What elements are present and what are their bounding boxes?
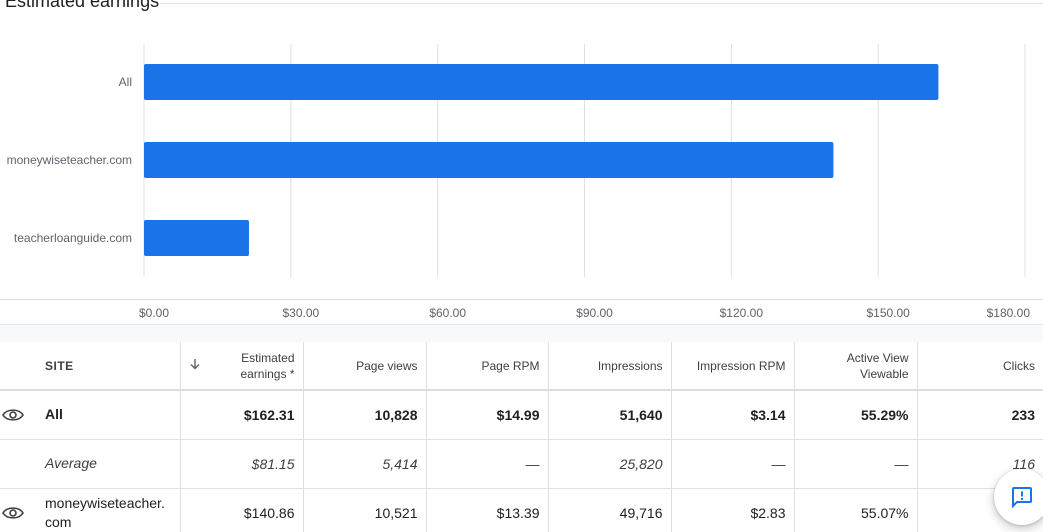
page-rpm-cell: $14.99	[426, 390, 549, 440]
feedback-button[interactable]	[994, 469, 1043, 525]
header-estimated-earnings[interactable]: Estimated earnings *	[210, 342, 304, 391]
bar[interactable]	[144, 64, 939, 100]
impressions-cell: 49,716	[548, 488, 672, 532]
table-row: All $162.31 10,828 $14.99 51,640 $3.14 5…	[0, 390, 1043, 440]
site-cell: moneywiseteacher.com	[0, 488, 180, 532]
header-page-views[interactable]: Page views	[303, 342, 427, 391]
category-label: teacherloanguide.com	[14, 231, 132, 245]
x-tick-label: $150.00	[866, 306, 910, 320]
eye-icon[interactable]	[2, 408, 24, 422]
page-views-cell: 10,521	[303, 488, 427, 532]
table-row: moneywiseteacher.com $140.86 10,521 $13.…	[0, 488, 1043, 532]
header-site[interactable]: SITE	[0, 342, 180, 391]
impression-rpm-cell: —	[671, 439, 795, 489]
page-rpm-cell: —	[426, 439, 549, 489]
spacer-cell	[179, 439, 210, 489]
header-page-rpm[interactable]: Page RPM	[426, 342, 549, 391]
x-tick-label: $60.00	[429, 306, 466, 320]
impression-rpm-cell: $3.14	[671, 390, 795, 440]
arrow-down-icon[interactable]	[189, 358, 201, 370]
x-tick-label: $30.00	[282, 306, 319, 320]
page-views-cell: 10,828	[303, 390, 427, 440]
clicks-cell: 233	[917, 390, 1043, 440]
header-impressions[interactable]: Impressions	[548, 342, 672, 391]
x-tick-label: $0.00	[139, 306, 169, 320]
card-title: Estimated earnings	[5, 0, 160, 11]
x-axis-band: $0.00 $30.00 $60.00 $90.00 $120.00 $150.00 $18…	[0, 299, 1043, 324]
header-active-view-viewable[interactable]: Active View Viewable	[794, 342, 918, 391]
spacer-cell	[179, 390, 210, 440]
report-table: SITE Estimated earnings * Page views Pag…	[0, 342, 1043, 532]
site-name: All	[45, 406, 63, 423]
spacer-cell	[179, 488, 210, 532]
page-rpm-cell: $13.39	[426, 488, 549, 532]
earnings-cell: $81.15	[210, 439, 304, 489]
table-row: Average $81.15 5,414 — 25,820 — — 116	[0, 439, 1043, 489]
x-tick-label: $180.00	[987, 306, 1031, 320]
site-cell: Average	[0, 439, 180, 489]
bar[interactable]	[144, 142, 834, 178]
x-axis: $0.00 $30.00 $60.00 $90.00 $120.00 $150.00 $18…	[139, 306, 1031, 320]
earnings-bar-chart: All moneywiseteacher.com teacherloanguide.…	[7, 44, 1026, 277]
feedback-icon[interactable]	[1010, 485, 1034, 509]
header-clicks[interactable]: Clicks	[917, 342, 1043, 391]
active-view-cell: —	[794, 439, 918, 489]
section-gap	[0, 324, 1043, 342]
active-view-cell: 55.07%	[794, 488, 918, 532]
header-impression-rpm[interactable]: Impression RPM	[671, 342, 795, 391]
x-tick-label: $120.00	[720, 306, 764, 320]
sort-control[interactable]	[179, 342, 210, 391]
impressions-cell: 25,820	[548, 439, 672, 489]
eye-icon[interactable]	[2, 506, 24, 520]
category-label: moneywiseteacher.com	[7, 153, 132, 167]
x-tick-label: $90.00	[576, 306, 613, 320]
title-divider	[160, 3, 1043, 4]
page-views-cell: 5,414	[303, 439, 427, 489]
category-label: All	[119, 75, 132, 89]
site-name: Average	[45, 455, 97, 471]
earnings-cell: $140.86	[210, 488, 304, 532]
table-header-row: SITE Estimated earnings * Page views Pag…	[0, 342, 1043, 391]
site-cell: All	[0, 390, 180, 440]
bar[interactable]	[144, 220, 249, 256]
active-view-cell: 55.29%	[794, 390, 918, 440]
site-name[interactable]: moneywiseteacher.com	[45, 494, 165, 530]
impressions-cell: 51,640	[548, 390, 672, 440]
earnings-cell: $162.31	[210, 390, 304, 440]
impression-rpm-cell: $2.83	[671, 488, 795, 532]
